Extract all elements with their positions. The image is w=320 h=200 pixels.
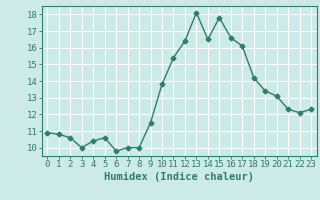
X-axis label: Humidex (Indice chaleur): Humidex (Indice chaleur) bbox=[104, 172, 254, 182]
